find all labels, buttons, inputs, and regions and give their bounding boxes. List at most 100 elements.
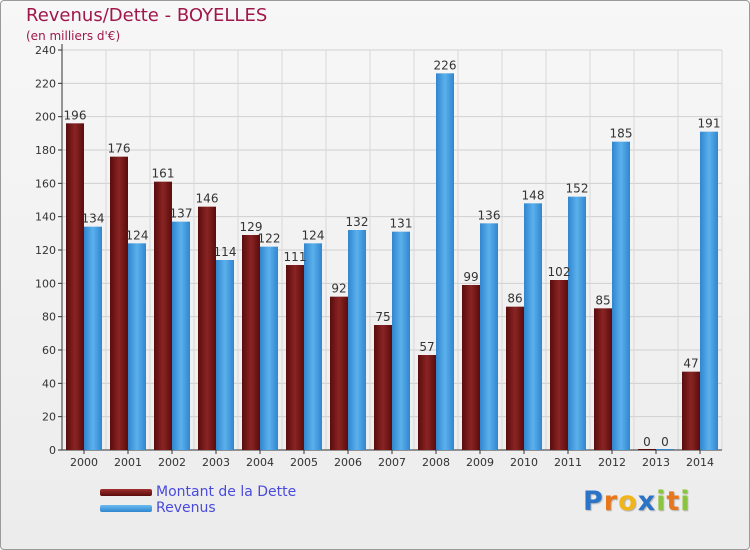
data-label: 122 [258,232,281,246]
data-label: 102 [548,265,571,279]
bar-dette [242,235,260,450]
x-tick-label: 2011 [554,456,582,469]
bar-revenus [172,221,190,450]
bar-revenus [84,226,102,450]
bar-dette [286,265,304,450]
y-tick-label: 240 [35,44,56,57]
y-tick-label: 120 [35,244,56,257]
data-label: 131 [390,217,413,231]
x-tick-label: 2001 [114,456,142,469]
data-label: 146 [196,192,219,206]
x-tick-label: 2012 [598,456,626,469]
bar-dette [66,123,84,450]
bar-revenus [216,260,234,450]
x-tick-label: 2002 [158,456,186,469]
logo-letter: o [618,486,638,517]
logo-letter: P [583,486,604,517]
y-tick-label: 20 [42,411,56,424]
bar-dette [462,285,480,450]
data-label: 196 [64,108,87,122]
data-label: 176 [108,142,131,156]
bar-revenus [392,231,410,450]
chart-subtitle: (en milliers d'€) [26,29,121,43]
data-label: 75 [375,310,390,324]
x-tick-label: 2004 [246,456,274,469]
bar-dette [374,325,392,450]
y-tick-label: 220 [35,77,56,90]
bar-revenus [304,243,322,450]
data-label: 92 [331,282,346,296]
bar-dette [550,280,568,450]
bar-revenus [612,141,630,450]
x-tick-label: 2005 [290,456,318,469]
data-label: 85 [595,293,610,307]
bar-revenus [128,243,146,450]
data-label: 161 [152,167,175,181]
logo-letter: i [656,486,667,517]
data-label: 99 [463,270,478,284]
data-label: 0 [661,435,669,449]
data-label: 114 [214,245,237,259]
bar-revenus [348,230,366,450]
y-tick-label: 80 [42,311,56,324]
x-tick-label: 2000 [70,456,98,469]
data-label: 86 [507,292,522,306]
bar-dette [110,156,128,450]
x-tick-label: 2014 [686,456,714,469]
y-tick-label: 200 [35,111,56,124]
x-tick-label: 2010 [510,456,538,469]
bar-revenus [656,449,674,450]
legend-swatch-revenus [100,505,152,512]
chart-title: Revenus/Dette - BOYELLES [26,5,268,26]
x-tick-label: 2006 [334,456,362,469]
bar-revenus [436,73,454,450]
y-tick-label: 40 [42,377,56,390]
data-label: 129 [240,220,263,234]
bar-revenus [700,131,718,450]
y-tick-label: 160 [35,177,56,190]
x-tick-label: 2008 [422,456,450,469]
bar-dette [418,355,436,450]
logo-letter: r [603,486,619,517]
data-label: 124 [302,228,325,242]
x-tick-label: 2007 [378,456,406,469]
bar-dette [594,308,612,450]
y-tick-label: 140 [35,211,56,224]
bar-dette [682,371,700,450]
legend-swatch-dette [100,489,152,496]
logo-letter: i [680,486,691,517]
y-tick-label: 100 [35,277,56,290]
legend-label-revenus: Revenus [156,500,216,516]
x-tick-label: 2009 [466,456,494,469]
bar-dette [638,449,656,450]
data-label: 137 [170,207,193,221]
bar-revenus [568,196,586,450]
bar-dette [154,181,172,450]
data-label: 185 [610,127,633,141]
y-tick-label: 0 [49,444,56,457]
bars [66,73,718,450]
y-tick-label: 180 [35,144,56,157]
data-label: 226 [434,58,457,72]
data-label: 134 [82,212,105,226]
logo-letter: t [666,486,681,517]
data-label: 136 [478,208,501,222]
data-label: 132 [346,215,369,229]
data-label: 191 [698,117,721,131]
y-tick-label: 60 [42,344,56,357]
x-tick-label: 2003 [202,456,230,469]
bar-dette [506,306,524,450]
bar-revenus [480,223,498,450]
data-label: 111 [284,250,307,264]
bar-revenus [260,246,278,450]
data-label: 47 [683,357,698,371]
data-label: 148 [522,188,545,202]
bar-dette [198,206,216,450]
bar-revenus [524,203,542,450]
proxiti-logo: Proxiti [583,486,691,517]
data-label: 124 [126,228,149,242]
data-label: 57 [419,340,434,354]
logo-letter: x [637,486,657,517]
